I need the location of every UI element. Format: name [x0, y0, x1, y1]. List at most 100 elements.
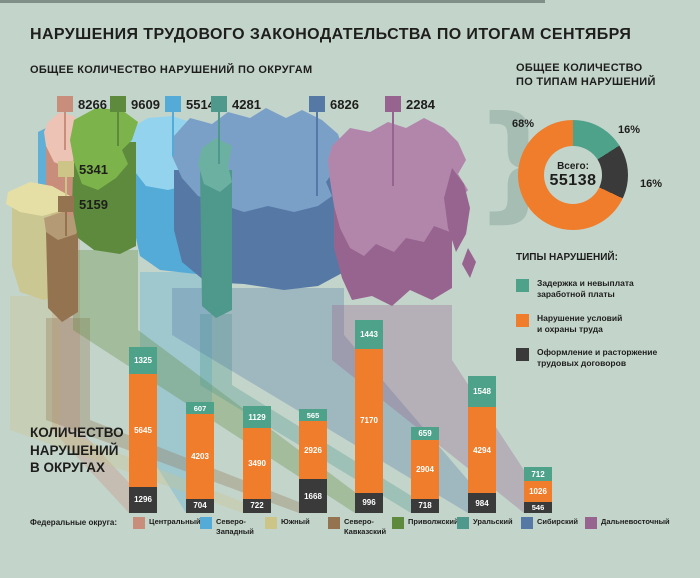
flag-value-northwest: 5514	[186, 96, 215, 112]
ribbon-fareast	[332, 305, 552, 513]
district-legend-item-central: Центральный	[133, 517, 201, 529]
bar-ural: 659 2904 718	[411, 426, 439, 513]
district-legend-item-ural: Уральский	[457, 517, 513, 529]
bar-segment-conditions: 5645	[129, 373, 157, 487]
flag-value-ural: 4281	[232, 96, 261, 112]
district-legend-item-volga: Приволжский	[392, 517, 459, 529]
flag-south: 5341	[58, 161, 108, 177]
district-label-northwest: Северо- Западный	[216, 517, 254, 536]
bar-segment-wage: 607	[186, 402, 214, 415]
bar-segment-wage: 1129	[243, 405, 271, 429]
flag-swatch-volga	[110, 96, 126, 112]
bar-segment-conditions: 7170	[355, 348, 383, 493]
bar-segment-contracts: 704	[186, 498, 214, 513]
map-south-top	[6, 182, 70, 216]
type-legend-item-wage: Задержка и невыплата заработной платы	[516, 278, 634, 301]
map-section-title: ОБЩЕЕ КОЛИЧЕСТВО НАРУШЕНИЙ ПО ОКРУГАМ	[30, 64, 313, 76]
type-label-conditions: Нарушение условий и охраны труда	[537, 313, 623, 335]
ribbon-central	[52, 230, 157, 513]
flag-volga: 9609	[110, 96, 160, 112]
bar-segment-wage: 712	[524, 467, 552, 482]
district-swatch-siberia	[521, 517, 533, 529]
bar-fareast: 712 1026 546	[524, 467, 552, 513]
bar-segment-conditions: 2926	[299, 420, 327, 480]
district-label-siberia: Сибирский	[537, 517, 578, 526]
flag-swatch-caucasus	[58, 196, 74, 212]
flag-value-central: 8266	[78, 96, 107, 112]
districts-legend-label: Федеральные округа:	[30, 518, 118, 527]
donut-pct-wage: 16%	[618, 124, 641, 136]
ribbon-caucasus	[46, 318, 327, 513]
district-swatch-south	[265, 517, 277, 529]
type-swatch-conditions	[516, 314, 529, 327]
flag-swatch-south	[58, 161, 74, 177]
district-label-volga: Приволжский	[408, 517, 459, 526]
map-fareast-top	[328, 118, 468, 256]
flag-value-volga: 9609	[131, 96, 160, 112]
district-label-fareast: Дальневосточный	[601, 517, 670, 526]
types-legend-title: ТИПЫ НАРУШЕНИЙ:	[516, 252, 618, 263]
bar-segment-conditions: 1026	[524, 481, 552, 503]
flag-swatch-central	[57, 96, 73, 112]
bar-central: 1325 5645 1296	[129, 346, 157, 513]
donut-section-title: ОБЩЕЕ КОЛИЧЕСТВО ПО ТИПАМ НАРУШЕНИЙ	[516, 62, 656, 88]
donut-center: Всего: 55138	[544, 146, 602, 204]
bar-segment-conditions: 3490	[243, 428, 271, 499]
map-volga-top	[70, 108, 138, 190]
bar-siberia: 1548 4294 984	[468, 375, 496, 513]
bar-segment-contracts: 722	[243, 498, 271, 513]
bar-segment-wage: 1325	[129, 346, 157, 374]
map-kamchatka	[444, 168, 470, 252]
bar-segment-contracts: 996	[355, 492, 383, 513]
bar-segment-conditions: 2904	[411, 440, 439, 499]
bar-segment-wage: 1548	[468, 375, 496, 407]
map-sakhalin	[462, 248, 476, 278]
donut-center-label: Всего:	[557, 160, 589, 172]
bar-segment-contracts: 1668	[299, 479, 327, 513]
type-label-wage: Задержка и невыплата заработной платы	[537, 278, 634, 300]
donut-chart: Всего: 55138	[518, 120, 628, 230]
type-swatch-contracts	[516, 348, 529, 361]
flag-swatch-northwest	[165, 96, 181, 112]
type-swatch-wage	[516, 279, 529, 292]
map-caucasus-side	[46, 232, 78, 322]
bar-segment-contracts: 984	[468, 493, 496, 513]
type-legend-item-contracts: Оформление и расторжение трудовых догово…	[516, 347, 657, 370]
map-central-top	[44, 112, 82, 168]
flag-value-fareast: 2284	[406, 96, 435, 112]
flag-swatch-siberia	[309, 96, 325, 112]
district-swatch-ural	[457, 517, 469, 529]
district-swatch-fareast	[585, 517, 597, 529]
flag-siberia: 6826	[309, 96, 359, 112]
map-ural-top	[198, 138, 232, 192]
flag-value-siberia: 6826	[330, 96, 359, 112]
district-swatch-caucasus	[328, 517, 340, 529]
flag-swatch-fareast	[385, 96, 401, 112]
district-label-south: Южный	[281, 517, 310, 526]
donut-pct-conditions: 68%	[512, 118, 535, 130]
bar-segment-contracts: 546	[524, 502, 552, 513]
bar-segment-wage: 1443	[355, 319, 383, 349]
flag-swatch-ural	[211, 96, 227, 112]
bar-segment-contracts: 1296	[129, 486, 157, 513]
bar-caucasus: 565 2926 1668	[299, 409, 327, 513]
district-label-caucasus: Северо- Кавказский	[344, 517, 387, 536]
bar-south: 1129 3490 722	[243, 405, 271, 513]
district-swatch-northwest	[200, 517, 212, 529]
bar-segment-conditions: 4294	[468, 406, 496, 494]
type-label-contracts: Оформление и расторжение трудовых догово…	[537, 347, 658, 369]
district-legend-item-northwest: Северо- Западный	[200, 517, 254, 537]
bar-northwest: 607 4203 704	[186, 402, 214, 513]
top-accent-strip	[0, 0, 545, 3]
map-caucasus-top	[44, 212, 82, 240]
flag-central: 8266	[57, 96, 107, 112]
flag-fareast: 2284	[385, 96, 435, 112]
district-label-ural: Уральский	[473, 517, 513, 526]
flag-value-south: 5341	[79, 161, 108, 177]
district-label-central: Центральный	[149, 517, 201, 526]
district-swatch-volga	[392, 517, 404, 529]
district-legend-item-siberia: Сибирский	[521, 517, 578, 529]
bar-segment-conditions: 4203	[186, 414, 214, 499]
type-legend-item-conditions: Нарушение условий и охраны труда	[516, 313, 622, 336]
